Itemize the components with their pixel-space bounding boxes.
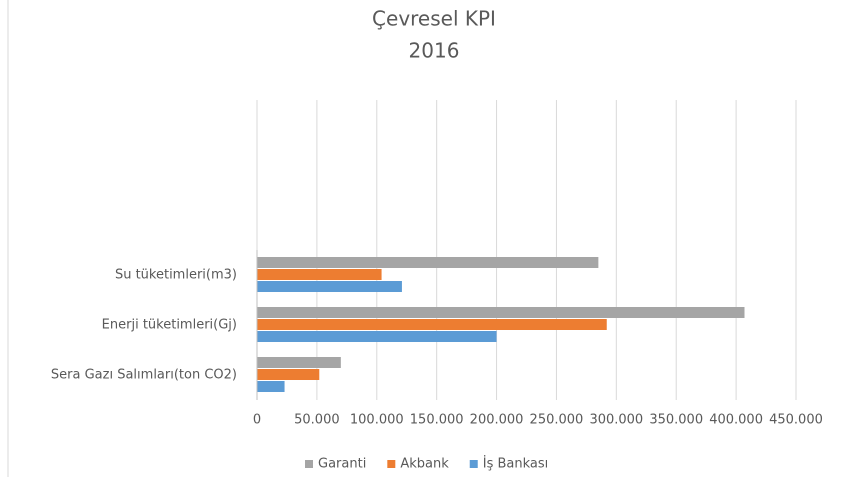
bar bbox=[257, 269, 382, 280]
bar bbox=[257, 281, 402, 292]
legend-swatch bbox=[387, 460, 396, 468]
bar bbox=[257, 381, 285, 392]
bar bbox=[257, 319, 607, 330]
bar bbox=[257, 307, 745, 318]
legend-swatch bbox=[305, 460, 313, 468]
y-tick-label: Su tüketimleri(m3) bbox=[115, 268, 237, 283]
legend-swatch bbox=[469, 460, 478, 468]
bar bbox=[257, 357, 341, 368]
x-tick-label: 350.000 bbox=[649, 413, 703, 428]
y-tick-label: Enerji tüketimleri(Gj) bbox=[102, 318, 237, 333]
bar bbox=[257, 331, 497, 342]
x-tick-label: 100.000 bbox=[350, 413, 404, 428]
legend-label: Garanti bbox=[318, 457, 366, 472]
x-tick-label: 0 bbox=[253, 413, 261, 428]
x-tick-label: 150.000 bbox=[410, 413, 464, 428]
x-tick-label: 250.000 bbox=[530, 413, 584, 428]
chart-title: Çevresel KPI bbox=[372, 7, 496, 31]
y-tick-label: Sera Gazı Salımları(ton CO2) bbox=[51, 368, 237, 383]
legend-label: Akbank bbox=[400, 457, 449, 472]
x-tick-label: 450.000 bbox=[769, 413, 823, 428]
x-tick-label: 300.000 bbox=[589, 413, 643, 428]
bar bbox=[257, 257, 599, 268]
x-tick-label: 50.000 bbox=[294, 413, 340, 428]
bar bbox=[257, 369, 320, 380]
x-tick-label: 200.000 bbox=[470, 413, 524, 428]
legend-label: İş Bankası bbox=[483, 456, 549, 472]
chart-subtitle: 2016 bbox=[409, 39, 460, 63]
x-tick-label: 400.000 bbox=[709, 413, 763, 428]
